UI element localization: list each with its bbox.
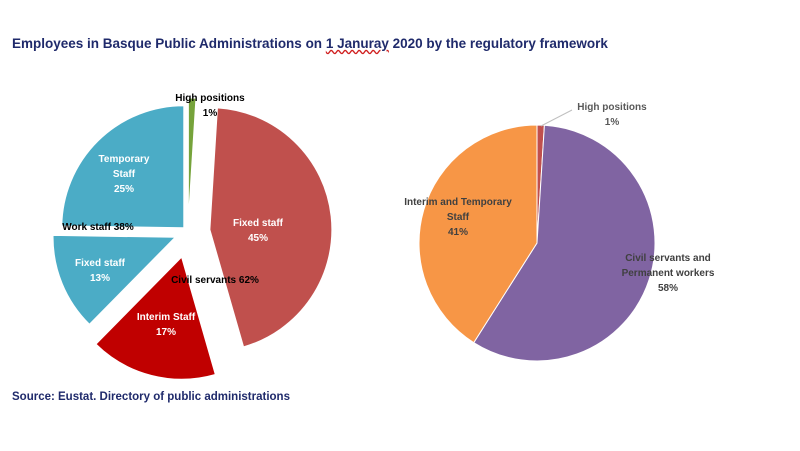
- left-label-high-positions: High positions: [175, 93, 245, 104]
- left-slice-3: [52, 234, 177, 325]
- left-label-fixed-staff-work: Fixed staff: [75, 258, 126, 269]
- left-pct-temporary: 25%: [114, 184, 134, 195]
- left-slice-2: [95, 256, 216, 380]
- right-pct-civil: 58%: [658, 283, 678, 294]
- right-label-high-positions: High positions: [577, 102, 647, 113]
- left-pct-fixed-staff-work: 13%: [90, 273, 110, 284]
- right-pct-interim: 41%: [448, 227, 468, 238]
- left-pct-interim-staff: 17%: [156, 327, 176, 338]
- left-slice-1: [209, 107, 333, 348]
- right-label-interim-1: Interim and Temporary: [404, 197, 512, 208]
- right-pct-high-positions: 1%: [605, 117, 620, 128]
- left-pct-fixed-staff-civil: 45%: [248, 233, 268, 244]
- right-leader-line: [540, 109, 573, 127]
- left-group-work-staff: Work staff 38%: [62, 222, 134, 233]
- left-slice-4: [61, 105, 185, 229]
- left-label-interim-staff: Interim Staff: [137, 312, 196, 323]
- source-note: Source: Eustat. Directory of public admi…: [12, 391, 290, 403]
- right-label-civil-1: Civil servants and: [625, 253, 711, 264]
- right-slice-1: [473, 124, 656, 362]
- right-label-interim-2: Staff: [447, 212, 470, 223]
- left-label-fixed-staff-civil: Fixed staff: [233, 218, 284, 229]
- right-slice-2: [418, 124, 538, 344]
- left-slice-0: [187, 97, 197, 221]
- left-label-temporary-1: Temporary: [99, 154, 150, 165]
- left-pct-high-positions: 1%: [203, 108, 218, 119]
- right-label-civil-2: Permanent workers: [622, 268, 715, 279]
- chart-title: Employees in Basque Public Administratio…: [12, 36, 608, 51]
- left-label-temporary-2: Staff: [113, 169, 136, 180]
- left-group-civil-servants: Civil servants 62%: [171, 275, 259, 286]
